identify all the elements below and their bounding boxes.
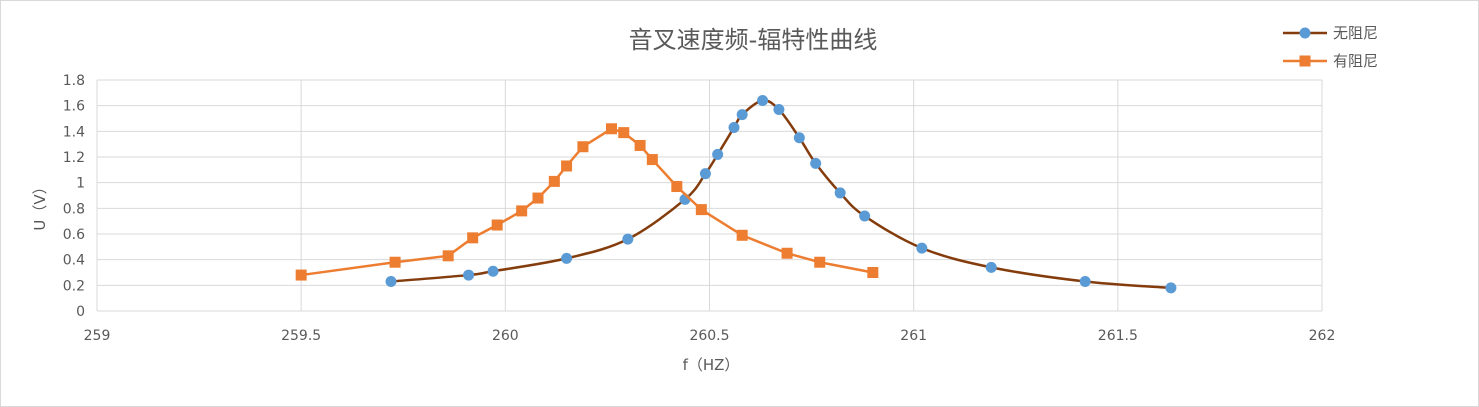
data-point	[467, 232, 479, 244]
data-point	[487, 265, 499, 277]
data-point	[389, 256, 401, 268]
data-point	[561, 252, 573, 264]
x-tick-label: 260	[492, 328, 519, 344]
data-point	[985, 261, 997, 273]
data-point	[491, 219, 503, 231]
x-tick-label: 260.5	[689, 328, 729, 344]
data-point	[561, 160, 573, 172]
y-tick-label: 1.8	[63, 73, 85, 89]
y-tick-label: 0.8	[63, 201, 85, 217]
legend-item: 无阻尼	[1283, 24, 1378, 42]
data-point	[622, 233, 634, 245]
data-point	[618, 127, 630, 139]
data-point	[695, 204, 707, 216]
legend-marker	[1299, 55, 1311, 67]
data-point	[867, 267, 879, 278]
legend-marker	[1299, 27, 1311, 39]
legend-item: 有阻尼	[1283, 52, 1378, 70]
data-point	[1165, 282, 1177, 294]
y-tick-label: 1.6	[63, 99, 85, 115]
x-axis-label: f（HZ）	[683, 356, 740, 374]
data-point	[757, 95, 769, 107]
data-point	[728, 121, 740, 133]
data-point	[577, 141, 589, 153]
y-tick-label: 0	[76, 304, 85, 320]
data-point	[793, 132, 805, 144]
y-tick-label: 1.4	[63, 124, 85, 140]
y-tick-label: 0.4	[63, 253, 85, 269]
data-point	[532, 192, 544, 204]
y-tick-label: 0.2	[63, 278, 85, 294]
series-2	[295, 123, 879, 281]
y-axis-label: U（V）	[31, 179, 49, 230]
data-point	[463, 269, 475, 281]
series-1	[385, 95, 1177, 294]
data-point	[634, 139, 646, 151]
data-point	[548, 175, 560, 187]
x-tick-label: 262	[1309, 328, 1336, 344]
data-point	[442, 250, 454, 262]
data-point	[736, 109, 748, 121]
gridlines	[96, 79, 1323, 312]
x-tick-label: 259.5	[281, 328, 321, 344]
data-point	[646, 154, 658, 166]
data-point	[781, 247, 793, 259]
data-point	[516, 205, 528, 217]
data-point	[736, 229, 748, 241]
chart-title: 音叉速度频-辐特性曲线	[629, 26, 878, 54]
data-point	[834, 187, 846, 199]
y-tick-label: 1.2	[63, 150, 85, 166]
data-point	[916, 242, 928, 254]
data-point	[814, 256, 826, 268]
data-point	[712, 148, 724, 160]
legend-label: 无阻尼	[1333, 24, 1378, 42]
data-point	[773, 104, 785, 116]
x-tick-label: 261	[900, 328, 927, 344]
data-point	[1079, 275, 1091, 287]
y-tick-label: 1	[76, 176, 85, 192]
data-point	[699, 168, 711, 180]
data-point	[385, 275, 397, 287]
data-point	[295, 269, 307, 281]
data-point	[859, 210, 871, 222]
data-point	[810, 157, 822, 169]
y-tick-label: 0.6	[63, 227, 85, 243]
data-point	[606, 123, 617, 135]
x-tick-label: 261.5	[1098, 328, 1138, 344]
series-layer	[295, 95, 1177, 294]
x-tick-label: 259	[84, 328, 111, 344]
legend-label: 有阻尼	[1333, 52, 1378, 70]
tick-labels: 0 0.2 0.4 0.6 0.8 1 1.2 1.4 1.6 1.8 259 259.5 260 260…	[63, 73, 1336, 344]
data-point	[671, 181, 683, 193]
